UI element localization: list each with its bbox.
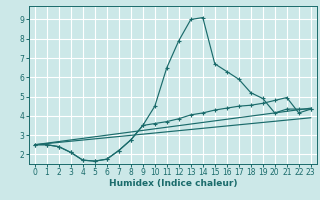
X-axis label: Humidex (Indice chaleur): Humidex (Indice chaleur) (108, 179, 237, 188)
